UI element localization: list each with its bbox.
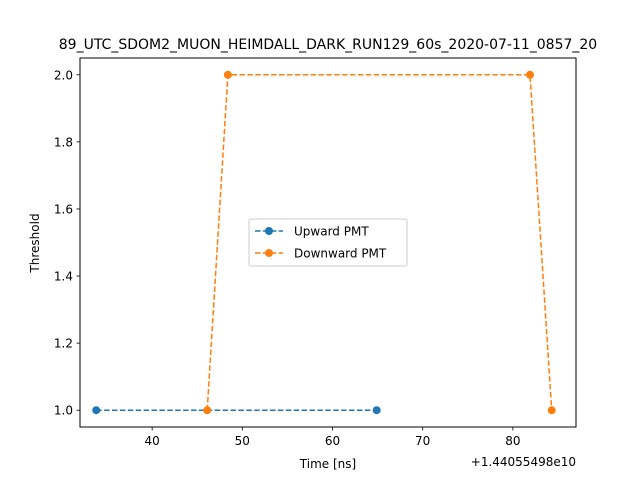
legend-marker (265, 227, 273, 235)
y-tick-label: 1.8 (54, 135, 73, 149)
legend-box (248, 218, 408, 267)
y-tick-label: 1.6 (54, 202, 73, 216)
data-point (92, 406, 101, 415)
x-tick-label: 60 (325, 434, 340, 448)
x-tick-label: 40 (145, 434, 160, 448)
data-point (372, 406, 381, 415)
legend-item-1: Downward PMT (255, 247, 387, 261)
data-point (223, 70, 232, 79)
axes-frame (79, 57, 577, 428)
y-axis-label: Threshold (28, 213, 42, 273)
legend-marker (265, 249, 273, 257)
y-tick-label: 1.0 (54, 404, 73, 418)
y-tick-label: 2.0 (54, 68, 73, 82)
series-0 (92, 406, 381, 415)
x-tick-label: 50 (235, 434, 250, 448)
plot-area (92, 70, 556, 415)
y-tick-label: 1.4 (54, 270, 73, 284)
y-tick-label: 1.2 (54, 337, 73, 351)
x-tick-label: 80 (505, 434, 520, 448)
series-1 (203, 70, 556, 415)
legend-label: Upward PMT (294, 225, 369, 239)
chart-title: 89_UTC_SDOM2_MUON_HEIMDALL_DARK_RUN129_6… (59, 37, 597, 53)
data-point (526, 70, 534, 79)
series-line (206, 74, 553, 411)
x-axis-offset-label: +1.44055498e10 (471, 455, 576, 469)
x-tick-label: 70 (415, 434, 430, 448)
x-axis-label: Time [ns] (299, 457, 356, 471)
axis-ticks: 40 50 60 70 80 1.0 1.2 1.4 1.6 1.8 2.0 (54, 68, 521, 448)
legend-item-0: Upward PMT (255, 225, 369, 239)
legend: Upward PMT Downward PMT (248, 218, 408, 267)
legend-label: Downward PMT (294, 247, 387, 261)
data-point (547, 406, 556, 415)
data-point (203, 406, 212, 415)
